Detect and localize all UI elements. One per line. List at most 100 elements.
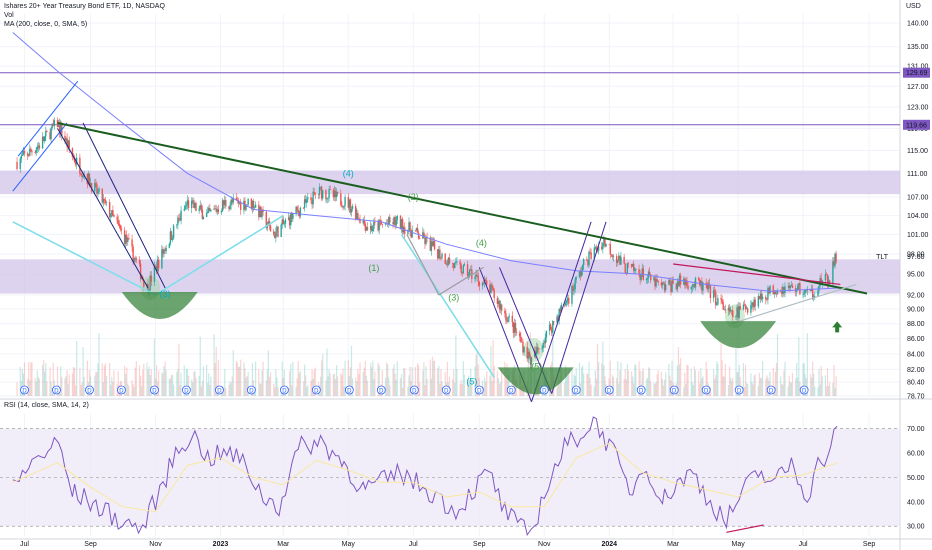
candle-body: [750, 305, 752, 313]
volume-bar: [230, 382, 232, 396]
candle-body: [205, 213, 208, 217]
volume-bar: [469, 380, 471, 396]
candle-body: [314, 193, 316, 195]
dividend-marker-label: D: [574, 389, 579, 395]
volume-bar: [44, 371, 46, 396]
volume-bar: [459, 383, 461, 396]
candle-body: [608, 243, 610, 245]
volume-bar: [790, 382, 792, 396]
volume-bar: [228, 384, 230, 396]
candle-body: [566, 297, 569, 301]
volume-bar: [171, 375, 174, 396]
volume-bar: [638, 361, 640, 396]
candle-body: [832, 261, 834, 285]
volume-bar: [49, 367, 51, 396]
volume-bar: [665, 372, 667, 396]
candle-body: [797, 285, 799, 291]
dividend-marker: [571, 385, 581, 395]
volume-bar: [441, 381, 443, 396]
candle-body: [124, 234, 127, 244]
candle-body: [769, 285, 771, 294]
price-tick-label: 101.00: [907, 232, 929, 239]
candle-body: [381, 224, 384, 226]
candle-body: [318, 186, 321, 195]
dividend-marker-label: D: [444, 389, 449, 395]
dividend-marker: [311, 385, 321, 395]
volume-bar: [46, 381, 48, 396]
volume-bar: [476, 351, 478, 396]
volume-bar: [370, 363, 372, 396]
candle-body: [497, 300, 500, 304]
volume-bar: [194, 370, 196, 396]
candle-body: [572, 285, 574, 291]
volume-bar: [404, 368, 406, 396]
candle-body: [23, 150, 26, 154]
volume-bar: [117, 371, 119, 396]
volume-bar: [56, 366, 59, 396]
candle-body: [519, 332, 521, 337]
volume-bar: [299, 370, 301, 396]
candle-body: [447, 257, 450, 265]
volume-bar: [342, 368, 344, 396]
candle-body: [49, 132, 51, 140]
candle-body: [329, 189, 331, 190]
candle-body: [582, 259, 585, 266]
candle-body: [466, 264, 469, 276]
candle-body: [639, 274, 641, 280]
candle-body: [814, 296, 816, 297]
volume-bar: [625, 379, 627, 396]
volume-bar: [240, 359, 242, 396]
volume-bar: [781, 383, 783, 396]
volume-bar: [186, 368, 189, 396]
candle-body: [98, 188, 100, 192]
candle-body: [295, 206, 297, 214]
time-tick-label: Nov: [149, 541, 162, 548]
candle-body: [89, 182, 92, 186]
volume-bar: [668, 363, 670, 396]
candle-body: [802, 294, 804, 295]
volume-bar: [80, 384, 82, 396]
candle-body: [445, 263, 447, 265]
candle-body: [657, 281, 659, 283]
volume-bar: [202, 366, 205, 396]
candle-body: [746, 308, 749, 313]
volume-bar: [498, 383, 501, 396]
volume-bar: [798, 337, 800, 396]
candle-body: [411, 230, 413, 238]
volume-bar: [134, 367, 136, 396]
candle-body: [601, 246, 603, 250]
candle-body: [303, 199, 306, 209]
volume-bar: [64, 378, 66, 396]
volume-bar: [314, 367, 316, 396]
candle-body: [176, 224, 178, 226]
candle-body: [650, 274, 652, 281]
volume-bar: [548, 386, 551, 396]
candle-body: [549, 324, 552, 330]
candle-body: [274, 234, 276, 238]
candle-body: [784, 286, 786, 294]
candle-body: [20, 155, 23, 159]
volume-bar: [164, 361, 166, 396]
volume-bar: [67, 384, 69, 396]
volume-bar: [132, 384, 134, 396]
volume-bar: [127, 383, 129, 396]
volume-bar: [111, 376, 113, 396]
candle-body: [609, 244, 611, 255]
volume-bar: [178, 343, 180, 396]
volume-bar: [173, 384, 175, 396]
volume-bar: [104, 363, 107, 396]
volume-bar: [305, 375, 307, 396]
trendline-grey-wave-2: [438, 266, 484, 296]
level-price-label: 119.66: [906, 122, 927, 129]
volume-bar: [344, 360, 346, 396]
volume-bar: [669, 375, 671, 396]
channel-line: [12, 122, 68, 192]
candle-body: [737, 307, 739, 318]
candle-body: [707, 283, 709, 290]
candle-body: [574, 279, 576, 290]
candle-body: [498, 300, 501, 310]
candle-body: [662, 282, 665, 284]
price-tick-label: 98.00: [907, 252, 925, 259]
wave-label: (1): [368, 263, 379, 273]
